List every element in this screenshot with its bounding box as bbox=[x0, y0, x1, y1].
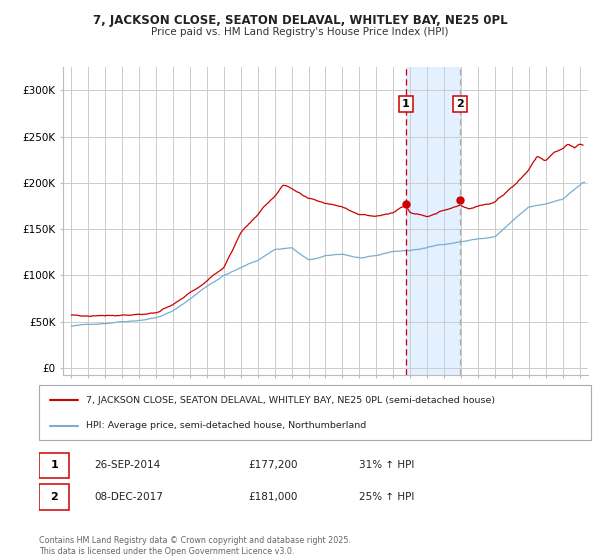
Text: 08-DEC-2017: 08-DEC-2017 bbox=[94, 492, 163, 502]
FancyBboxPatch shape bbox=[39, 452, 70, 478]
Text: 26-SEP-2014: 26-SEP-2014 bbox=[94, 460, 160, 470]
FancyBboxPatch shape bbox=[39, 385, 591, 440]
Bar bbox=[406, 67, 460, 375]
Text: 25% ↑ HPI: 25% ↑ HPI bbox=[359, 492, 415, 502]
Text: £177,200: £177,200 bbox=[249, 460, 298, 470]
Text: 1: 1 bbox=[402, 99, 410, 109]
Text: 31% ↑ HPI: 31% ↑ HPI bbox=[359, 460, 415, 470]
Text: 1: 1 bbox=[50, 460, 58, 470]
Text: £181,000: £181,000 bbox=[249, 492, 298, 502]
Text: 2: 2 bbox=[50, 492, 58, 502]
Text: 7, JACKSON CLOSE, SEATON DELAVAL, WHITLEY BAY, NE25 0PL (semi-detached house): 7, JACKSON CLOSE, SEATON DELAVAL, WHITLE… bbox=[86, 395, 495, 404]
Text: Contains HM Land Registry data © Crown copyright and database right 2025.
This d: Contains HM Land Registry data © Crown c… bbox=[39, 536, 351, 556]
FancyBboxPatch shape bbox=[39, 484, 70, 510]
Text: Price paid vs. HM Land Registry's House Price Index (HPI): Price paid vs. HM Land Registry's House … bbox=[151, 27, 449, 37]
Text: HPI: Average price, semi-detached house, Northumberland: HPI: Average price, semi-detached house,… bbox=[86, 421, 366, 431]
Text: 2: 2 bbox=[456, 99, 464, 109]
Text: 7, JACKSON CLOSE, SEATON DELAVAL, WHITLEY BAY, NE25 0PL: 7, JACKSON CLOSE, SEATON DELAVAL, WHITLE… bbox=[92, 14, 508, 27]
